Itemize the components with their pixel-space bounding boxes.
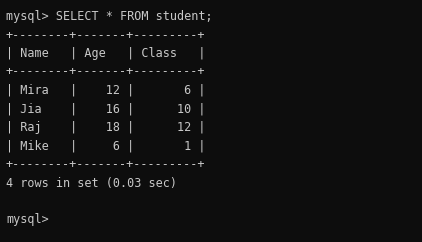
Text: +--------+-------+---------+: +--------+-------+---------+ — [6, 158, 206, 171]
Text: mysql> SELECT * FROM student;: mysql> SELECT * FROM student; — [6, 10, 213, 23]
Text: +--------+-------+---------+: +--------+-------+---------+ — [6, 66, 206, 78]
Text: | Mike   |     6 |       1 |: | Mike | 6 | 1 | — [6, 139, 206, 152]
Text: | Jia    |    16 |      10 |: | Jia | 16 | 10 | — [6, 103, 206, 115]
Text: | Mira   |    12 |       6 |: | Mira | 12 | 6 | — [6, 84, 206, 97]
Text: mysql>: mysql> — [6, 213, 49, 227]
Text: | Name   | Age   | Class   |: | Name | Age | Class | — [6, 47, 206, 60]
Text: | Raj    |    18 |      12 |: | Raj | 18 | 12 | — [6, 121, 206, 134]
Text: +--------+-------+---------+: +--------+-------+---------+ — [6, 29, 206, 41]
Text: 4 rows in set (0.03 sec): 4 rows in set (0.03 sec) — [6, 176, 177, 189]
